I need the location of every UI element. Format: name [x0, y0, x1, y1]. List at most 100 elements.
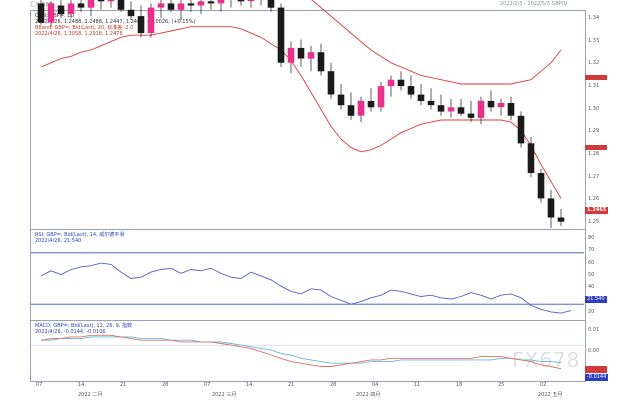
candle-bearish — [467, 113, 475, 118]
candle-bearish — [237, 0, 245, 2]
candle-bullish — [497, 103, 505, 108]
x-tick-label: 04 — [372, 382, 379, 388]
candle-bullish — [357, 100, 365, 116]
candle-bearish — [97, 0, 105, 2]
candle-bearish — [507, 103, 515, 116]
candle-bullish — [217, 0, 225, 4]
candle-bearish — [397, 79, 405, 87]
x-tick-label: 02 — [540, 382, 547, 388]
legend-bband: BBand; GBP=; Bid(Last), 20, 标准差, 2.0 — [35, 25, 134, 31]
candle-bullish — [307, 52, 315, 59]
x-tick-label: 14 — [246, 382, 253, 388]
candle-bearish — [427, 100, 435, 106]
candle-bearish — [417, 94, 425, 101]
candle-bearish — [187, 3, 195, 6]
candle-bearish — [547, 198, 555, 218]
band-upper-tag — [585, 75, 607, 80]
candle-bearish — [127, 9, 135, 17]
legend-macd: MACD; GBP=; Bid(Last), 12, 26, 9, 指数 — [35, 323, 132, 329]
candle-bearish — [437, 105, 445, 112]
bband-upper-line — [311, 0, 562, 85]
rsi-tick-label: 80 — [588, 235, 595, 241]
candle-bullish — [247, 0, 255, 2]
candle-bullish — [447, 107, 455, 112]
x-tick-label: 11 — [414, 382, 421, 388]
x-tick-label: 14 — [78, 382, 85, 388]
x-month-label: 2022 三月 — [212, 392, 237, 398]
rsi-tick-label: 40 — [588, 284, 595, 291]
x-tick-label: 21 — [288, 382, 295, 388]
candle-bullish — [377, 86, 385, 108]
candle-bearish — [267, 0, 275, 8]
legend-rsi: RSI; GBP=; Bid(Last), 14, 威尔德平滑 — [35, 232, 125, 238]
band-lower-tag — [585, 145, 607, 150]
price-tick-label: 1.30 — [588, 105, 600, 112]
price-tick-label: 1.28 — [588, 151, 600, 157]
candle-bullish — [87, 0, 95, 8]
x-month-label: 2022 五月 — [538, 392, 563, 398]
rsi-line — [40, 262, 572, 314]
macd-tick-label: 0.00 — [588, 348, 600, 354]
x-tick-label: 07 — [36, 382, 43, 388]
legend-rsi-values: 2022/4/26, 21.540 — [35, 238, 82, 244]
legend-bband-values: 2022/4/26, 1.3058, 1.2918, 1.2478 — [35, 31, 123, 37]
candle-bearish — [537, 173, 545, 199]
price-tick-label: 1.27 — [588, 173, 600, 180]
candle-bearish — [347, 105, 355, 116]
price-tick-label: 1.31 — [588, 83, 600, 89]
macd-tag-bottom: -0.0144 — [585, 374, 609, 381]
macd-panel[interactable]: MACD; GBP=; Bid(Last), 12, 26, 9, 指数 202… — [30, 320, 586, 382]
candle-bearish — [167, 3, 175, 10]
candle-bearish — [57, 5, 65, 14]
price-tick-label: 1.34 — [588, 15, 600, 21]
candle-bearish — [527, 143, 535, 173]
rsi-tick-label: 20 — [588, 309, 595, 315]
candle-bullish — [287, 47, 295, 63]
macd-signal-line — [41, 336, 562, 364]
candle-bearish — [317, 52, 325, 72]
x-tick-label: 25 — [498, 382, 505, 388]
legend-candles: Cndl; GBP=, 1D — [35, 13, 75, 19]
candle-bearish — [407, 86, 415, 95]
candle-bearish — [367, 100, 375, 108]
candle-bullish — [157, 3, 165, 8]
candle-bearish — [207, 1, 215, 4]
macd-tick-label: 0.01 — [588, 327, 600, 333]
candle-bearish — [487, 100, 495, 108]
legend-candles-values: 2022/4/26, 1.2488, 1.2488, 1.2447, 1.246… — [35, 19, 196, 25]
date-range: 2022/2/3 - 2022/5/3 GBP/U — [500, 1, 568, 7]
candle-bearish — [77, 3, 85, 8]
candle-bullish — [177, 3, 185, 10]
x-tick-label: 07 — [204, 382, 211, 388]
candle-bullish — [387, 79, 395, 87]
price-tick-label: 1.29 — [588, 128, 600, 135]
candle-bearish — [117, 0, 125, 10]
rsi-panel[interactable]: RSI; GBP=; Bid(Last), 14, 威尔德平滑 2022/4/2… — [30, 229, 586, 321]
macd-line — [40, 334, 562, 370]
macd-tag-top — [585, 366, 607, 373]
candle-bearish — [557, 217, 565, 222]
x-month-label: 2022 二月 — [78, 392, 103, 398]
x-tick-label: 18 — [456, 382, 463, 388]
price-tick-label: 1.26 — [588, 196, 600, 203]
price-tick-label: 1.32 — [588, 60, 600, 67]
candle-bearish — [457, 107, 465, 114]
x-tick-label: 21 — [120, 382, 127, 388]
candle-bullish — [477, 100, 485, 118]
rsi-tick-label: 70 — [588, 247, 595, 254]
rsi-tick-label: 50 — [588, 272, 595, 278]
candle-bearish — [517, 115, 525, 144]
candle-bearish — [37, 3, 45, 23]
bband-lower-line — [40, 26, 562, 199]
rsi-tick-label: 60 — [588, 259, 595, 266]
candle-bearish — [277, 7, 285, 63]
last-price-tag: 1.2465 — [585, 207, 609, 214]
price-tick-label: 1.33 — [588, 37, 600, 44]
candle-bullish — [197, 1, 205, 6]
legend-macd-values: 2022/4/26, -0.0144, -0.0106 — [35, 329, 106, 335]
candle-bullish — [67, 3, 75, 15]
x-month-label: 2022 四月 — [356, 392, 381, 398]
candle-bullish — [47, 3, 55, 23]
candle-bullish — [107, 0, 115, 2]
